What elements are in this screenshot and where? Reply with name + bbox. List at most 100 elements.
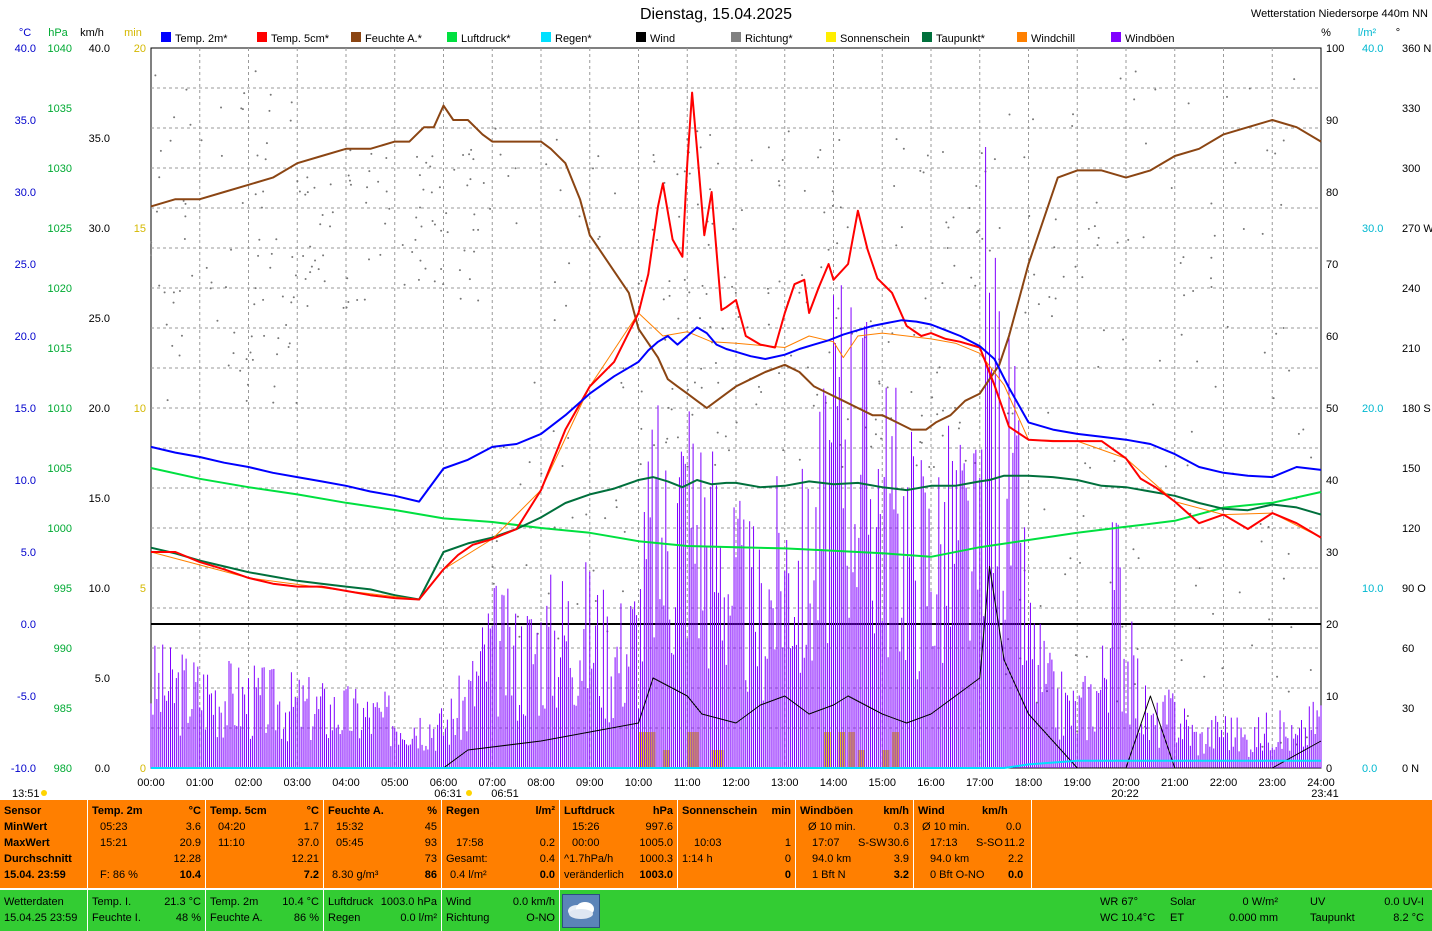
humidity-tick-label: 20 bbox=[1326, 619, 1338, 631]
direction-dot bbox=[740, 209, 743, 212]
status-temp-i-label: Temp. I. bbox=[92, 896, 132, 908]
temp2m-max-time: 15:21 bbox=[100, 837, 128, 849]
mark-left-time: 13:51 bbox=[12, 788, 40, 800]
direction-dot bbox=[411, 250, 414, 253]
direction-dot bbox=[241, 108, 244, 111]
pressure-tick-label: 980 bbox=[54, 763, 72, 775]
direction-dot bbox=[941, 151, 944, 154]
direction-dot bbox=[1238, 591, 1241, 594]
x-tick-label: 08:00 bbox=[527, 777, 555, 789]
direction-dot bbox=[686, 465, 689, 468]
luftdruck-avg: 1000.3 bbox=[639, 853, 673, 865]
direction-dot bbox=[403, 283, 406, 286]
direction-dot bbox=[919, 169, 922, 172]
temp-tick-label: -5.0 bbox=[17, 691, 36, 703]
pressure-tick-label: 1025 bbox=[48, 223, 72, 235]
feuchte-max: 93 bbox=[424, 837, 437, 849]
direction-dot bbox=[1186, 714, 1189, 717]
direction-dot bbox=[514, 167, 517, 170]
direction-dot bbox=[1152, 403, 1155, 406]
sun-tick-label: 20 bbox=[134, 43, 146, 55]
direction-dot bbox=[637, 282, 640, 285]
x-tick-label: 16:00 bbox=[917, 777, 945, 789]
direction-dot bbox=[839, 206, 842, 209]
temp2m-max: 20.9 bbox=[179, 837, 201, 849]
direction-dot bbox=[1087, 227, 1090, 230]
direction-dot bbox=[1023, 156, 1026, 159]
direction-dot bbox=[1297, 432, 1300, 435]
direction-dot bbox=[290, 101, 293, 104]
status-et-label: ET bbox=[1170, 912, 1185, 924]
direction-dot bbox=[239, 369, 242, 372]
row-label-avg: Durchschnitt bbox=[4, 853, 72, 865]
direction-dot bbox=[1085, 655, 1088, 658]
direction-dot bbox=[346, 277, 349, 280]
direction-dot bbox=[298, 190, 301, 193]
status-luftdruck-label: Luftdruck bbox=[328, 896, 374, 908]
rain-tick-label: 10.0 bbox=[1362, 583, 1383, 595]
direction-dot bbox=[494, 127, 497, 130]
direction-dot bbox=[701, 284, 704, 287]
direction-dot bbox=[691, 413, 694, 416]
status-feuchte-a: 86 % bbox=[293, 912, 319, 924]
direction-dot bbox=[1144, 142, 1147, 145]
humidity-tick-label: 100 bbox=[1326, 43, 1344, 55]
direction-dot bbox=[678, 215, 681, 218]
direction-dot bbox=[155, 210, 158, 213]
direction-dot bbox=[169, 139, 172, 142]
direction-dot bbox=[468, 153, 471, 156]
direction-dot bbox=[980, 152, 983, 155]
direction-dot bbox=[936, 413, 939, 416]
temp2m-line bbox=[150, 319, 1322, 503]
direction-dot bbox=[1137, 557, 1140, 560]
direction-dot bbox=[1082, 515, 1085, 518]
sunshine-bar bbox=[662, 750, 670, 768]
direction-dot bbox=[183, 238, 186, 241]
direction-dot bbox=[453, 168, 456, 171]
direction-dot bbox=[677, 317, 680, 320]
rain-tick-label: 40.0 bbox=[1362, 43, 1383, 55]
status-temp2m: 10.4 °C bbox=[282, 896, 319, 908]
direction-dot bbox=[200, 139, 203, 142]
direction-dot bbox=[472, 158, 475, 161]
direction-dot bbox=[1119, 77, 1122, 80]
direction-dot bbox=[687, 388, 690, 391]
direction-dot bbox=[257, 254, 260, 257]
direction-dot bbox=[1179, 261, 1182, 264]
direction-dot bbox=[368, 170, 371, 173]
sonne-unit: min bbox=[771, 805, 791, 817]
boeen-header: Windböen bbox=[800, 805, 854, 817]
mark-right-time: 23:41 bbox=[1311, 788, 1339, 800]
direction-dot bbox=[507, 175, 510, 178]
legend-label: Luftdruck* bbox=[461, 33, 511, 45]
direction-dot bbox=[553, 319, 556, 322]
direction-dot bbox=[585, 513, 588, 516]
temp2m-unit: °C bbox=[188, 805, 201, 817]
temp5cm-header: Temp. 5cm bbox=[210, 805, 267, 817]
x-tick-label: 14:00 bbox=[820, 777, 848, 789]
direction-dot bbox=[292, 296, 295, 299]
status-station: Wetterdaten 15.04.25 23:59 bbox=[0, 890, 88, 931]
direction-dot bbox=[836, 242, 839, 245]
temp-tick-label: 30.0 bbox=[15, 187, 36, 199]
temp5cm-max-time: 11:10 bbox=[218, 837, 245, 849]
direction-dot bbox=[938, 366, 941, 369]
direction-dot bbox=[462, 153, 465, 156]
legend-swatch bbox=[636, 32, 646, 42]
direction-dot bbox=[1242, 228, 1245, 231]
direction-dot bbox=[737, 316, 740, 319]
direction-dot bbox=[446, 231, 449, 234]
direction-dot bbox=[837, 307, 840, 310]
row-label-max: MaxWert bbox=[4, 837, 50, 849]
direction-dot bbox=[1259, 522, 1262, 525]
x-tick-label: 07:00 bbox=[478, 777, 506, 789]
status-feuchte-i: 48 % bbox=[175, 912, 201, 924]
direction-dot bbox=[1154, 88, 1157, 91]
humidity-line bbox=[150, 104, 1322, 431]
boeen-max-time: 17:07 bbox=[812, 837, 840, 849]
luftdruck-current: 1003.0 bbox=[639, 869, 673, 881]
direction-dot bbox=[418, 174, 421, 177]
direction-dot bbox=[492, 582, 495, 585]
direction-tick-label: 270 W bbox=[1402, 223, 1432, 235]
temp5cm-column: Temp. 5cm °C 04:20 1.7 11:10 37.0 12.21 7.2 bbox=[206, 800, 324, 888]
